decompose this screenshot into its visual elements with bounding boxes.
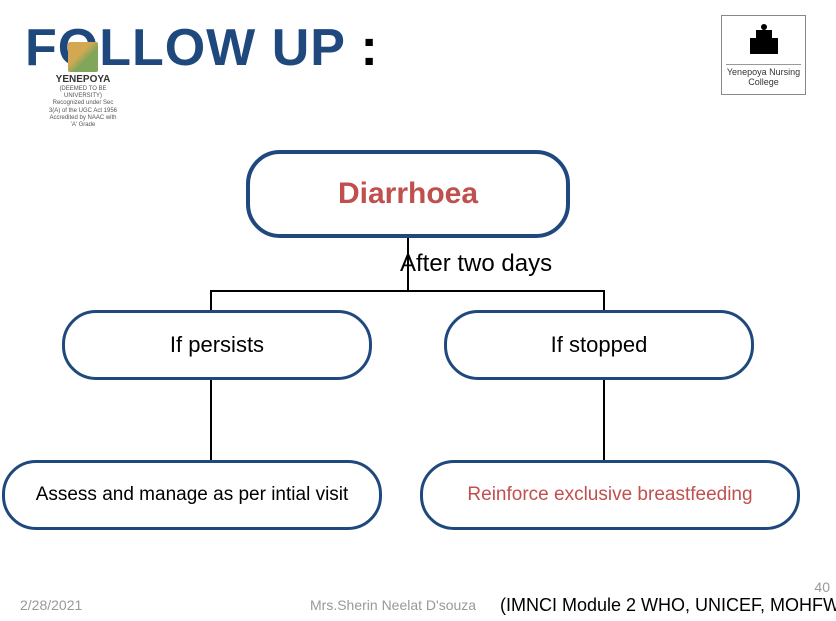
flow-node: Diarrhoea — [246, 150, 570, 238]
flow-connector — [210, 290, 605, 292]
logo-left-line2: Recognized under Sec 3(A) of the UGC Act… — [48, 100, 118, 114]
logo-right: Yenepoya Nursing College — [721, 15, 806, 95]
flow-connector — [603, 380, 605, 460]
nursing-college-icon — [744, 22, 784, 60]
footer-author: Mrs.Sherin Neelat D'souza — [310, 597, 476, 613]
flow-node: Assess and manage as per intial visit — [2, 460, 382, 530]
flow-connector — [210, 380, 212, 460]
yenepoya-logo-icon — [68, 42, 98, 72]
flow-node: If stopped — [444, 310, 754, 380]
footer-reference: (IMNCI Module 2 WHO, UNICEF, MOHFW) — [500, 595, 836, 616]
logo-left-line1: (DEEMED TO BE UNIVERSITY) — [48, 86, 118, 100]
flow-node: If persists — [62, 310, 372, 380]
flow-connector — [210, 290, 212, 310]
flow-sublabel: After two days — [400, 250, 552, 278]
logo-right-text: Yenepoya Nursing College — [726, 64, 801, 88]
footer-page-number: 40 — [814, 579, 830, 595]
logo-left: YENEPOYA (DEEMED TO BE UNIVERSITY) Recog… — [48, 42, 118, 129]
flow-connector — [603, 290, 605, 310]
logo-left-name: YENEPOYA — [48, 74, 118, 86]
logo-left-line3: Accredited by NAAC with 'A' Grade — [48, 115, 118, 129]
footer-date: 2/28/2021 — [20, 597, 82, 613]
flow-node: Reinforce exclusive breastfeeding — [420, 460, 800, 530]
